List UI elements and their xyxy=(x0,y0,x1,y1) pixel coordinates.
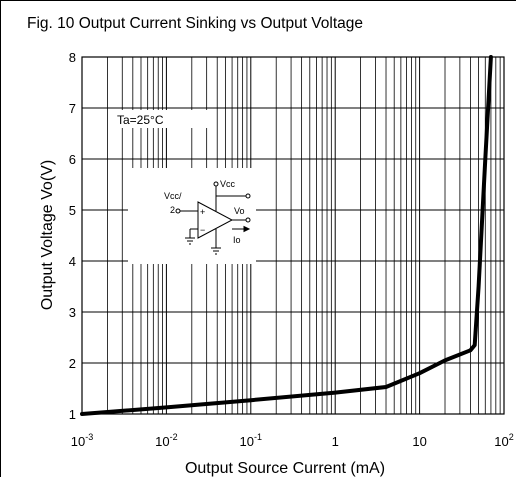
x-tick-exponent: 2 xyxy=(509,432,514,442)
chart-title: Fig. 10 Output Current Sinking vs Output… xyxy=(27,15,363,32)
x-tick-label: 1 xyxy=(332,434,339,449)
y-tick-label: 8 xyxy=(69,50,76,65)
x-tick-label: 10-3 xyxy=(71,432,93,449)
x-tick-exponent: -2 xyxy=(170,432,178,442)
annotation-background xyxy=(114,110,212,128)
schematic-plus: + xyxy=(200,207,205,217)
data-series xyxy=(80,55,493,416)
x-tick-label: 10 xyxy=(412,434,426,449)
op-amp-triangle xyxy=(197,201,234,239)
x-tick-base: 10 xyxy=(155,434,169,449)
schematic-background xyxy=(128,168,256,264)
x-tick-base: 1 xyxy=(332,434,339,449)
schematic-inset: + − Vcc Vcc/ 2 Vo Io xyxy=(128,168,256,264)
x-tick-exponent: -1 xyxy=(254,432,262,442)
series-line xyxy=(80,55,493,416)
schematic-vcc-label: Vcc xyxy=(220,179,236,189)
io-arrow-head xyxy=(243,225,251,233)
y-tick-label: 1 xyxy=(69,407,76,422)
input-terminal xyxy=(175,208,181,214)
x-tick-base: 10 xyxy=(71,434,85,449)
vcc-branch-terminal xyxy=(245,193,251,199)
y-tick-label: 3 xyxy=(69,305,76,320)
y-axis-label: Output Voltage Vo(V) xyxy=(39,160,56,310)
x-tick-label: 10-1 xyxy=(240,432,262,449)
schematic-vcc-half-label: Vcc/ xyxy=(164,191,182,201)
schematic-io-label: Io xyxy=(233,235,241,245)
x-tick-base: 10 xyxy=(412,434,426,449)
y-tick-labels: 1 2 3 4 5 6 7 8 xyxy=(69,50,76,422)
x-axis-label: Output Source Current (mA) xyxy=(185,460,385,477)
temperature-annotation: Ta=25°C xyxy=(117,113,164,127)
y-tick-label: 2 xyxy=(69,356,76,371)
y-tick-label: 7 xyxy=(69,101,76,116)
op-amp-schematic-icon xyxy=(175,181,251,255)
output-terminal xyxy=(245,217,251,223)
schematic-vcc-half-label-2: 2 xyxy=(170,205,175,215)
plot-area-frame xyxy=(81,56,505,415)
x-tick-base: 10 xyxy=(240,434,254,449)
y-tick-label: 4 xyxy=(69,254,76,269)
temperature-annotation-box: Ta=25°C xyxy=(114,110,212,128)
x-tick-labels: 10-3 10-2 10-1 1 10 102 xyxy=(71,432,514,449)
plot-border xyxy=(81,56,505,415)
schematic-minus: − xyxy=(200,225,205,235)
vcc-terminal xyxy=(213,181,219,187)
y-tick-label: 6 xyxy=(69,152,76,167)
x-tick-base: 10 xyxy=(494,434,508,449)
x-tick-exponent: -3 xyxy=(85,432,93,442)
y-tick-label: 5 xyxy=(69,203,76,218)
x-tick-label: 102 xyxy=(494,432,513,449)
schematic-vo-label: Vo xyxy=(234,206,245,216)
x-tick-label: 10-2 xyxy=(155,432,177,449)
